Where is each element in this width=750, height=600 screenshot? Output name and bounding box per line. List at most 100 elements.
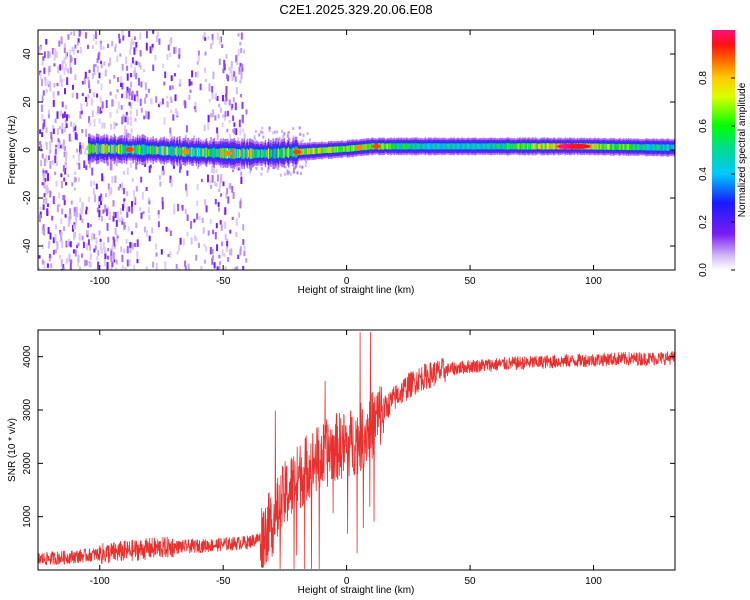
spectrogram-cell [59,231,62,236]
spectrogram-cell [248,149,250,158]
spectrogram-cell [165,268,168,270]
spectrogram-cell [174,147,177,155]
spectrogram-cell [286,132,289,136]
spectrogram-cell [155,96,158,103]
spectrogram-cell [45,155,48,163]
spectrogram-cell [89,143,91,155]
spectrogram-cell [159,101,162,106]
spectrogram-cell [53,63,56,67]
spectrogram-cell [236,60,239,66]
spectrogram-cell [222,68,225,74]
spectrogram-cell [194,235,197,242]
spectrogram-cell [308,138,311,142]
spectrogram-cell [435,143,438,150]
spectrogram-cell [126,245,129,254]
spectrogram-cell [56,83,59,87]
spectrogram-cell [621,144,623,150]
spectrogram-cell [184,183,187,191]
spectrogram-cell [116,145,119,154]
spectrogram-peak [182,149,191,155]
spectrogram-cell [53,57,56,61]
spectrogram-cell [241,115,244,124]
spectrogram-cell [412,143,414,150]
spectrogram-cell [161,169,164,176]
spectrogram-cell [81,207,84,214]
spectrogram-cell [79,213,82,221]
spectrogram-cell [96,207,99,213]
spectrogram-cell [109,145,111,153]
spectrogram-cell [216,127,219,134]
spectrogram-cell [546,143,549,150]
spectrogram-cell [47,51,50,59]
spectrogram-cell [128,93,131,100]
spectrogram-cell [91,232,93,241]
spectrogram-cell [175,263,178,269]
spectrogram-cell [223,117,226,121]
spectrogram-cell [110,248,113,253]
spectrogram-cell [143,144,145,156]
spectrogram-cell [107,43,109,48]
spectrogram-cell [43,67,46,74]
spectrogram-cell [169,39,172,46]
spectrogram-cell [274,148,277,159]
spectrogram-cell [222,181,225,187]
spectrogram-cell [64,145,67,151]
spectrogram-cell [501,143,503,150]
spectrogram-cell [653,144,655,151]
spectrogram-cell [139,144,141,155]
spectrogram-cell [542,143,544,150]
spectrogram-cell [46,184,49,193]
spectrogram-cell [210,113,213,118]
spectrogram-cell [126,167,129,175]
spectrogram-cell [126,259,129,267]
spectrogram-cell [672,144,674,151]
spectrogram-cell [42,204,45,210]
spectrogram-cell [276,130,279,134]
spectrogram-cell [277,167,280,170]
spectrogram-cell [49,81,52,88]
spectrogram-cell [52,99,55,107]
spectrogram-cell [74,177,77,182]
spectrogram-cell [218,265,221,270]
spectrogram-cell [214,115,217,121]
spectrogram-cell [516,143,519,150]
spectrogram-cell [173,209,176,215]
spectrogram-cell [128,31,131,37]
spectrogram-cell [86,243,89,251]
spectrogram-cell [111,99,114,107]
spectrogram-cell [88,263,91,268]
spectrogram-cell [541,143,543,150]
snr-x-tick-label: -100 [90,576,110,587]
spectrogram-cell [240,47,243,54]
spectrogram-cell [100,248,103,254]
spectrogram-cell [197,56,200,62]
spectrogram-cell [209,179,212,184]
spectrogram-cell [136,98,139,103]
spectrogram-cell [47,112,50,119]
spectrogram-cell [169,230,172,236]
spectrogram-y-axis: -40 -20 0 20 40 [22,48,675,253]
spectrogram-cell [50,137,53,143]
spectrogram-cell [480,143,482,150]
spectrogram-cell [139,98,142,106]
spectrogram-cell [129,120,132,126]
spectrogram-cell [544,143,547,150]
spectrogram-cell [175,46,177,54]
spectrogram-cell [241,67,244,72]
spectrogram-cell [643,144,645,151]
spectrogram-cell [74,58,77,65]
spectrogram-cell [41,132,44,137]
spectrogram-cell [120,246,123,253]
colorbar-tick-label: 0.8 [698,71,709,85]
spectrogram-cell [190,81,193,86]
spectrogram-cell [171,85,174,90]
spectrogram-cell [275,148,278,158]
spectrogram-cell [213,166,215,174]
spectrogram-cell [55,180,58,187]
spectrogram-cell [167,228,170,232]
spectrogram-cell [632,144,634,150]
spectrogram-cell [215,223,218,229]
colorbar-tick-label: 0.4 [698,167,709,181]
spectrogram-cell [149,146,151,154]
spectrogram-cell [88,143,90,155]
